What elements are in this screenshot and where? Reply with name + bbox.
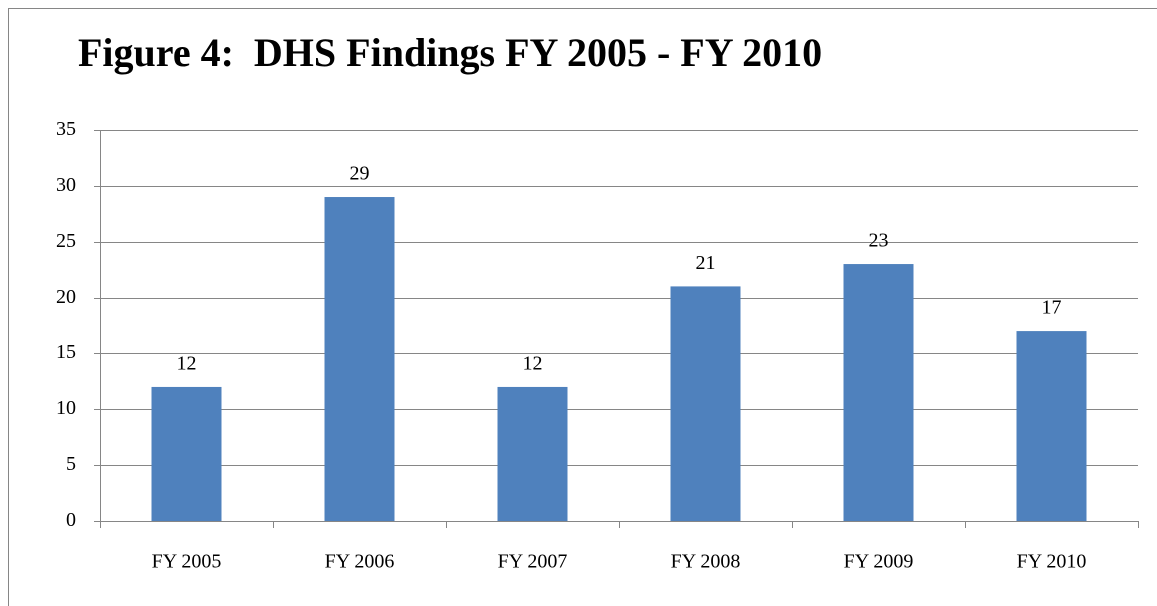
x-tick-label: FY 2007 xyxy=(498,551,568,573)
x-tick-label: FY 2005 xyxy=(152,551,222,573)
y-tick-label: 20 xyxy=(56,286,76,308)
x-tick-label: FY 2006 xyxy=(325,551,395,573)
x-tick-label: FY 2008 xyxy=(671,551,741,573)
data-label: 21 xyxy=(696,252,716,274)
chart-title: Figure 4: DHS Findings FY 2005 - FY 2010 xyxy=(78,30,822,75)
data-label: 12 xyxy=(523,353,543,375)
y-tick-label: 35 xyxy=(56,118,76,140)
y-tick-label: 15 xyxy=(56,341,76,363)
bar xyxy=(497,386,568,521)
data-label: 29 xyxy=(350,163,370,185)
data-label: 12 xyxy=(177,353,197,375)
y-tick-label: 25 xyxy=(56,230,76,252)
bar xyxy=(843,264,914,521)
data-label: 17 xyxy=(1042,297,1062,319)
chart-frame xyxy=(8,8,1157,606)
bar xyxy=(324,197,395,521)
y-tick-label: 10 xyxy=(56,397,76,419)
bar xyxy=(1016,331,1087,521)
y-tick-label: 30 xyxy=(56,174,76,196)
x-tick-label: FY 2010 xyxy=(1017,551,1087,573)
y-tick-label: 5 xyxy=(66,453,76,475)
bar xyxy=(151,386,222,521)
y-tick-label: 0 xyxy=(66,509,76,531)
x-tick-label: FY 2009 xyxy=(844,551,914,573)
data-label: 23 xyxy=(869,230,889,252)
bar xyxy=(670,286,741,521)
